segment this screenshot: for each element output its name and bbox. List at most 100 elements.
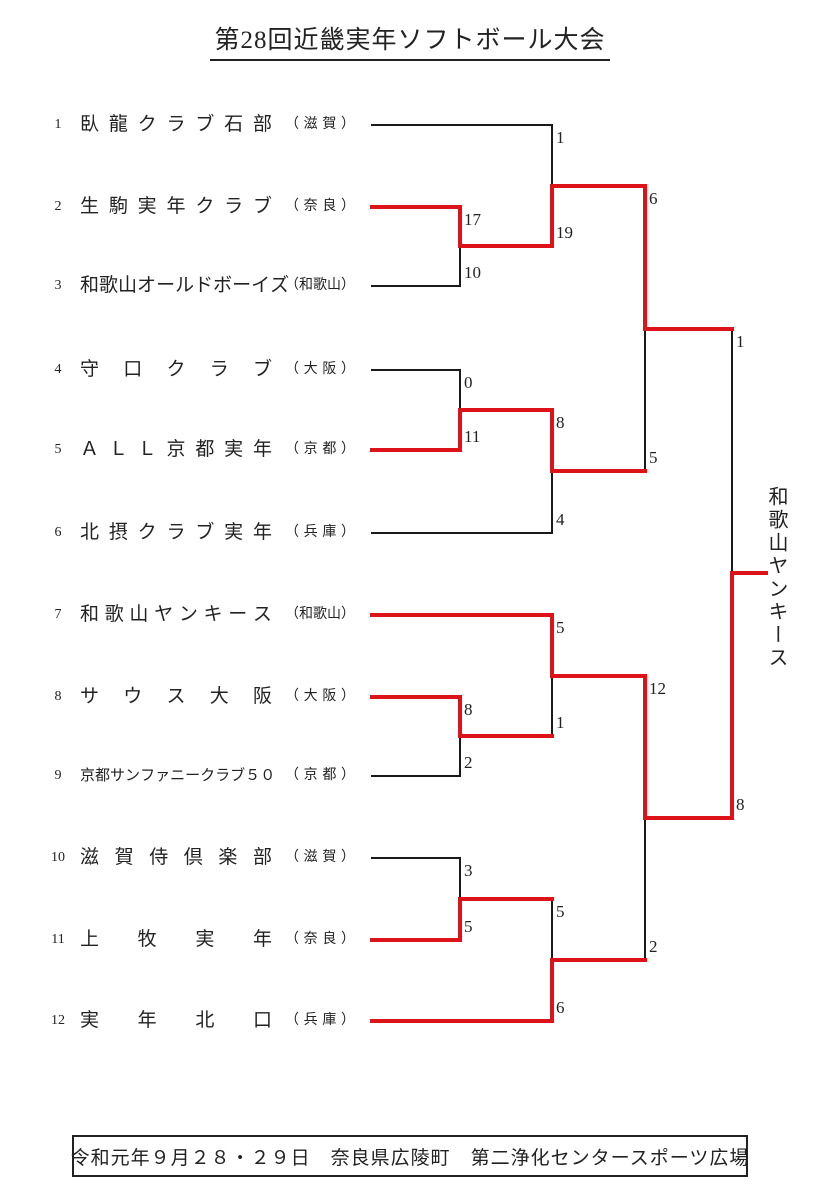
team-row-12: 12 実年北口 （兵庫） xyxy=(0,1008,360,1034)
bracket-line-winner xyxy=(458,205,462,248)
bracket-line xyxy=(371,857,461,859)
bracket-line xyxy=(551,124,553,187)
event-info-box: 令和元年９月２８・２９日 奈良県広陵町 第二浄化センタースポーツ広場 xyxy=(70,1135,750,1177)
match-score: 3 xyxy=(464,861,473,880)
team-prefecture: （和歌山） xyxy=(285,278,355,293)
team-name: 上牧実年 xyxy=(80,929,272,950)
match-score: 4 xyxy=(556,510,565,529)
bracket-line-winner xyxy=(643,327,734,331)
bracket-line xyxy=(551,675,553,737)
match-score: 5 xyxy=(649,448,658,467)
team-name: 滋賀侍倶楽部 xyxy=(80,847,272,868)
match-score: 8 xyxy=(464,700,473,719)
match-score: 6 xyxy=(649,189,658,208)
team-row-1: 1 臥龍クラブ石部 （滋賀） xyxy=(0,112,360,138)
team-name: 和歌山ヤンキース xyxy=(80,604,272,625)
team-prefecture: （兵庫） xyxy=(285,1013,355,1028)
match-score: 10 xyxy=(464,263,481,282)
team-seed: 12 xyxy=(51,1013,65,1028)
bracket-line-winner xyxy=(643,184,647,331)
page-title: 第28回近畿実年ソフトボール大会 xyxy=(210,20,610,61)
bracket-line xyxy=(459,369,461,411)
team-seed: 2 xyxy=(54,199,62,214)
bracket-line-winner xyxy=(458,734,554,738)
bracket-line xyxy=(371,285,461,287)
team-seed: 6 xyxy=(54,525,62,540)
team-prefecture: （兵庫） xyxy=(285,525,355,540)
team-name: 守口クラブ xyxy=(80,359,272,380)
team-row-5: 5 Ａ Ｌ Ｌ 京都実年 （京都） xyxy=(0,437,360,463)
team-row-10: 10 滋賀侍倶楽部 （滋賀） xyxy=(0,845,360,871)
bracket-line xyxy=(371,124,553,126)
match-score: 8 xyxy=(736,795,745,814)
team-seed: 9 xyxy=(54,768,62,783)
bracket-line xyxy=(731,328,733,574)
match-score: 5 xyxy=(556,618,565,637)
match-score: 1 xyxy=(736,332,745,351)
match-score: 1 xyxy=(556,713,565,732)
page-header: 第28回近畿実年ソフトボール大会 xyxy=(0,20,820,61)
bracket-line-winner xyxy=(643,816,734,820)
team-prefecture: （奈良） xyxy=(285,932,355,947)
team-name: サウス大阪 xyxy=(80,686,272,707)
bracket-line-winner xyxy=(550,613,554,678)
bracket-line-winner xyxy=(370,448,462,452)
bracket-line-winner xyxy=(550,469,647,473)
team-row-6: 6 北摂クラブ実年 （兵庫） xyxy=(0,520,360,546)
team-prefecture: （奈良） xyxy=(285,199,355,214)
match-score: 17 xyxy=(464,210,481,229)
bracket-line-winner xyxy=(370,613,554,617)
team-prefecture: （京都） xyxy=(285,768,355,783)
bracket-line-winner xyxy=(550,408,554,473)
bracket-line-winner xyxy=(370,938,462,942)
bracket-line-winner xyxy=(458,897,462,942)
match-score: 5 xyxy=(556,902,565,921)
bracket-line-winner xyxy=(458,408,462,452)
bracket-line-winner xyxy=(550,184,647,188)
bracket-line xyxy=(551,898,553,961)
bracket-line-winner xyxy=(458,244,554,248)
match-score: 2 xyxy=(649,937,658,956)
champion-label: 和歌山ヤンキース xyxy=(765,486,787,670)
match-score: 11 xyxy=(464,427,481,446)
bracket-line xyxy=(644,817,646,961)
team-name: 和歌山オールドボーイズ xyxy=(80,275,290,296)
bracket-line xyxy=(371,775,461,777)
team-seed: 11 xyxy=(51,932,65,947)
team-seed: 10 xyxy=(51,850,65,865)
team-prefecture: （和歌山） xyxy=(285,607,355,622)
team-row-2: 2 生駒実年クラブ （奈良） xyxy=(0,194,360,220)
team-name: 北摂クラブ実年 xyxy=(80,522,272,543)
team-name: 臥龍クラブ石部 xyxy=(80,114,272,135)
bracket-line-winner xyxy=(370,205,462,209)
team-prefecture: （大阪） xyxy=(285,689,355,704)
match-score: 5 xyxy=(464,917,473,936)
bracket-line-winner xyxy=(550,958,554,1023)
match-score: 1 xyxy=(556,128,565,147)
match-score: 2 xyxy=(464,753,473,772)
bracket-line-winner xyxy=(458,695,462,738)
team-row-7: 7 和歌山ヤンキース （和歌山） xyxy=(0,602,360,628)
team-prefecture: （京都） xyxy=(285,442,355,457)
team-row-8: 8 サウス大阪 （大阪） xyxy=(0,684,360,710)
bracket-line-winner xyxy=(370,1019,554,1023)
match-score: 19 xyxy=(556,223,573,242)
bracket-line-winner xyxy=(550,958,647,962)
bracket-line-winner xyxy=(458,408,554,412)
bracket-line xyxy=(371,532,553,534)
match-score: 8 xyxy=(556,413,565,432)
event-info-text: 令和元年９月２８・２９日 奈良県広陵町 第二浄化センタースポーツ広場 xyxy=(70,1147,750,1169)
match-score: 12 xyxy=(649,679,666,698)
bracket-line xyxy=(551,470,553,534)
bracket-line xyxy=(459,857,461,900)
team-seed: 4 xyxy=(54,362,62,377)
match-score: 6 xyxy=(556,998,565,1017)
team-prefecture: （滋賀） xyxy=(285,850,355,865)
bracket-line-winner xyxy=(370,695,462,699)
team-row-11: 11 上牧実年 （奈良） xyxy=(0,927,360,953)
match-score: 0 xyxy=(464,373,473,392)
bracket-line-winner xyxy=(550,184,554,248)
